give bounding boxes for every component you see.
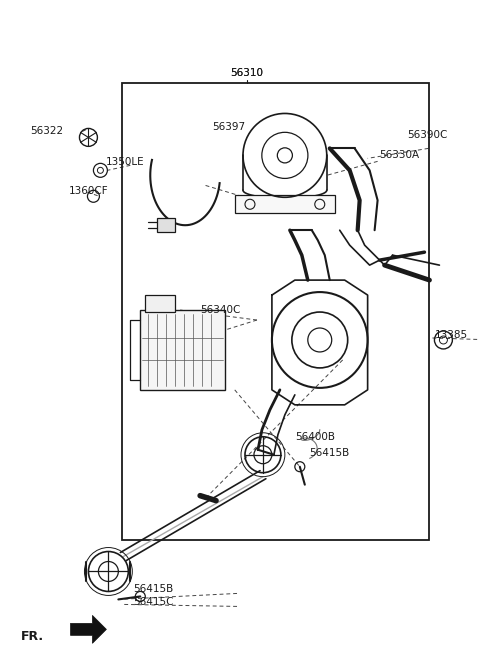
Text: 56397: 56397 [212, 122, 245, 133]
Text: 13385: 13385 [434, 330, 468, 340]
Text: 56310: 56310 [230, 68, 264, 78]
Text: 56322: 56322 [31, 126, 64, 137]
Text: 56415B: 56415B [133, 585, 174, 595]
Text: 1360CF: 1360CF [69, 187, 108, 196]
Text: 56415C: 56415C [133, 597, 174, 608]
Polygon shape [71, 616, 107, 643]
Text: 56310: 56310 [230, 68, 264, 78]
Bar [157, 218, 175, 232]
Text: 1350LE: 1350LE [106, 158, 144, 168]
Text: 56390C: 56390C [408, 130, 448, 141]
Text: 56415B: 56415B [309, 447, 349, 458]
Text: 56400B: 56400B [295, 432, 335, 442]
Text: 56340C: 56340C [200, 305, 240, 315]
Bar [145, 295, 175, 312]
Text: 56330A: 56330A [380, 150, 420, 160]
Bar [235, 195, 335, 214]
Bar [122, 83, 430, 539]
Bar [140, 310, 225, 390]
Text: FR.: FR. [21, 630, 44, 643]
